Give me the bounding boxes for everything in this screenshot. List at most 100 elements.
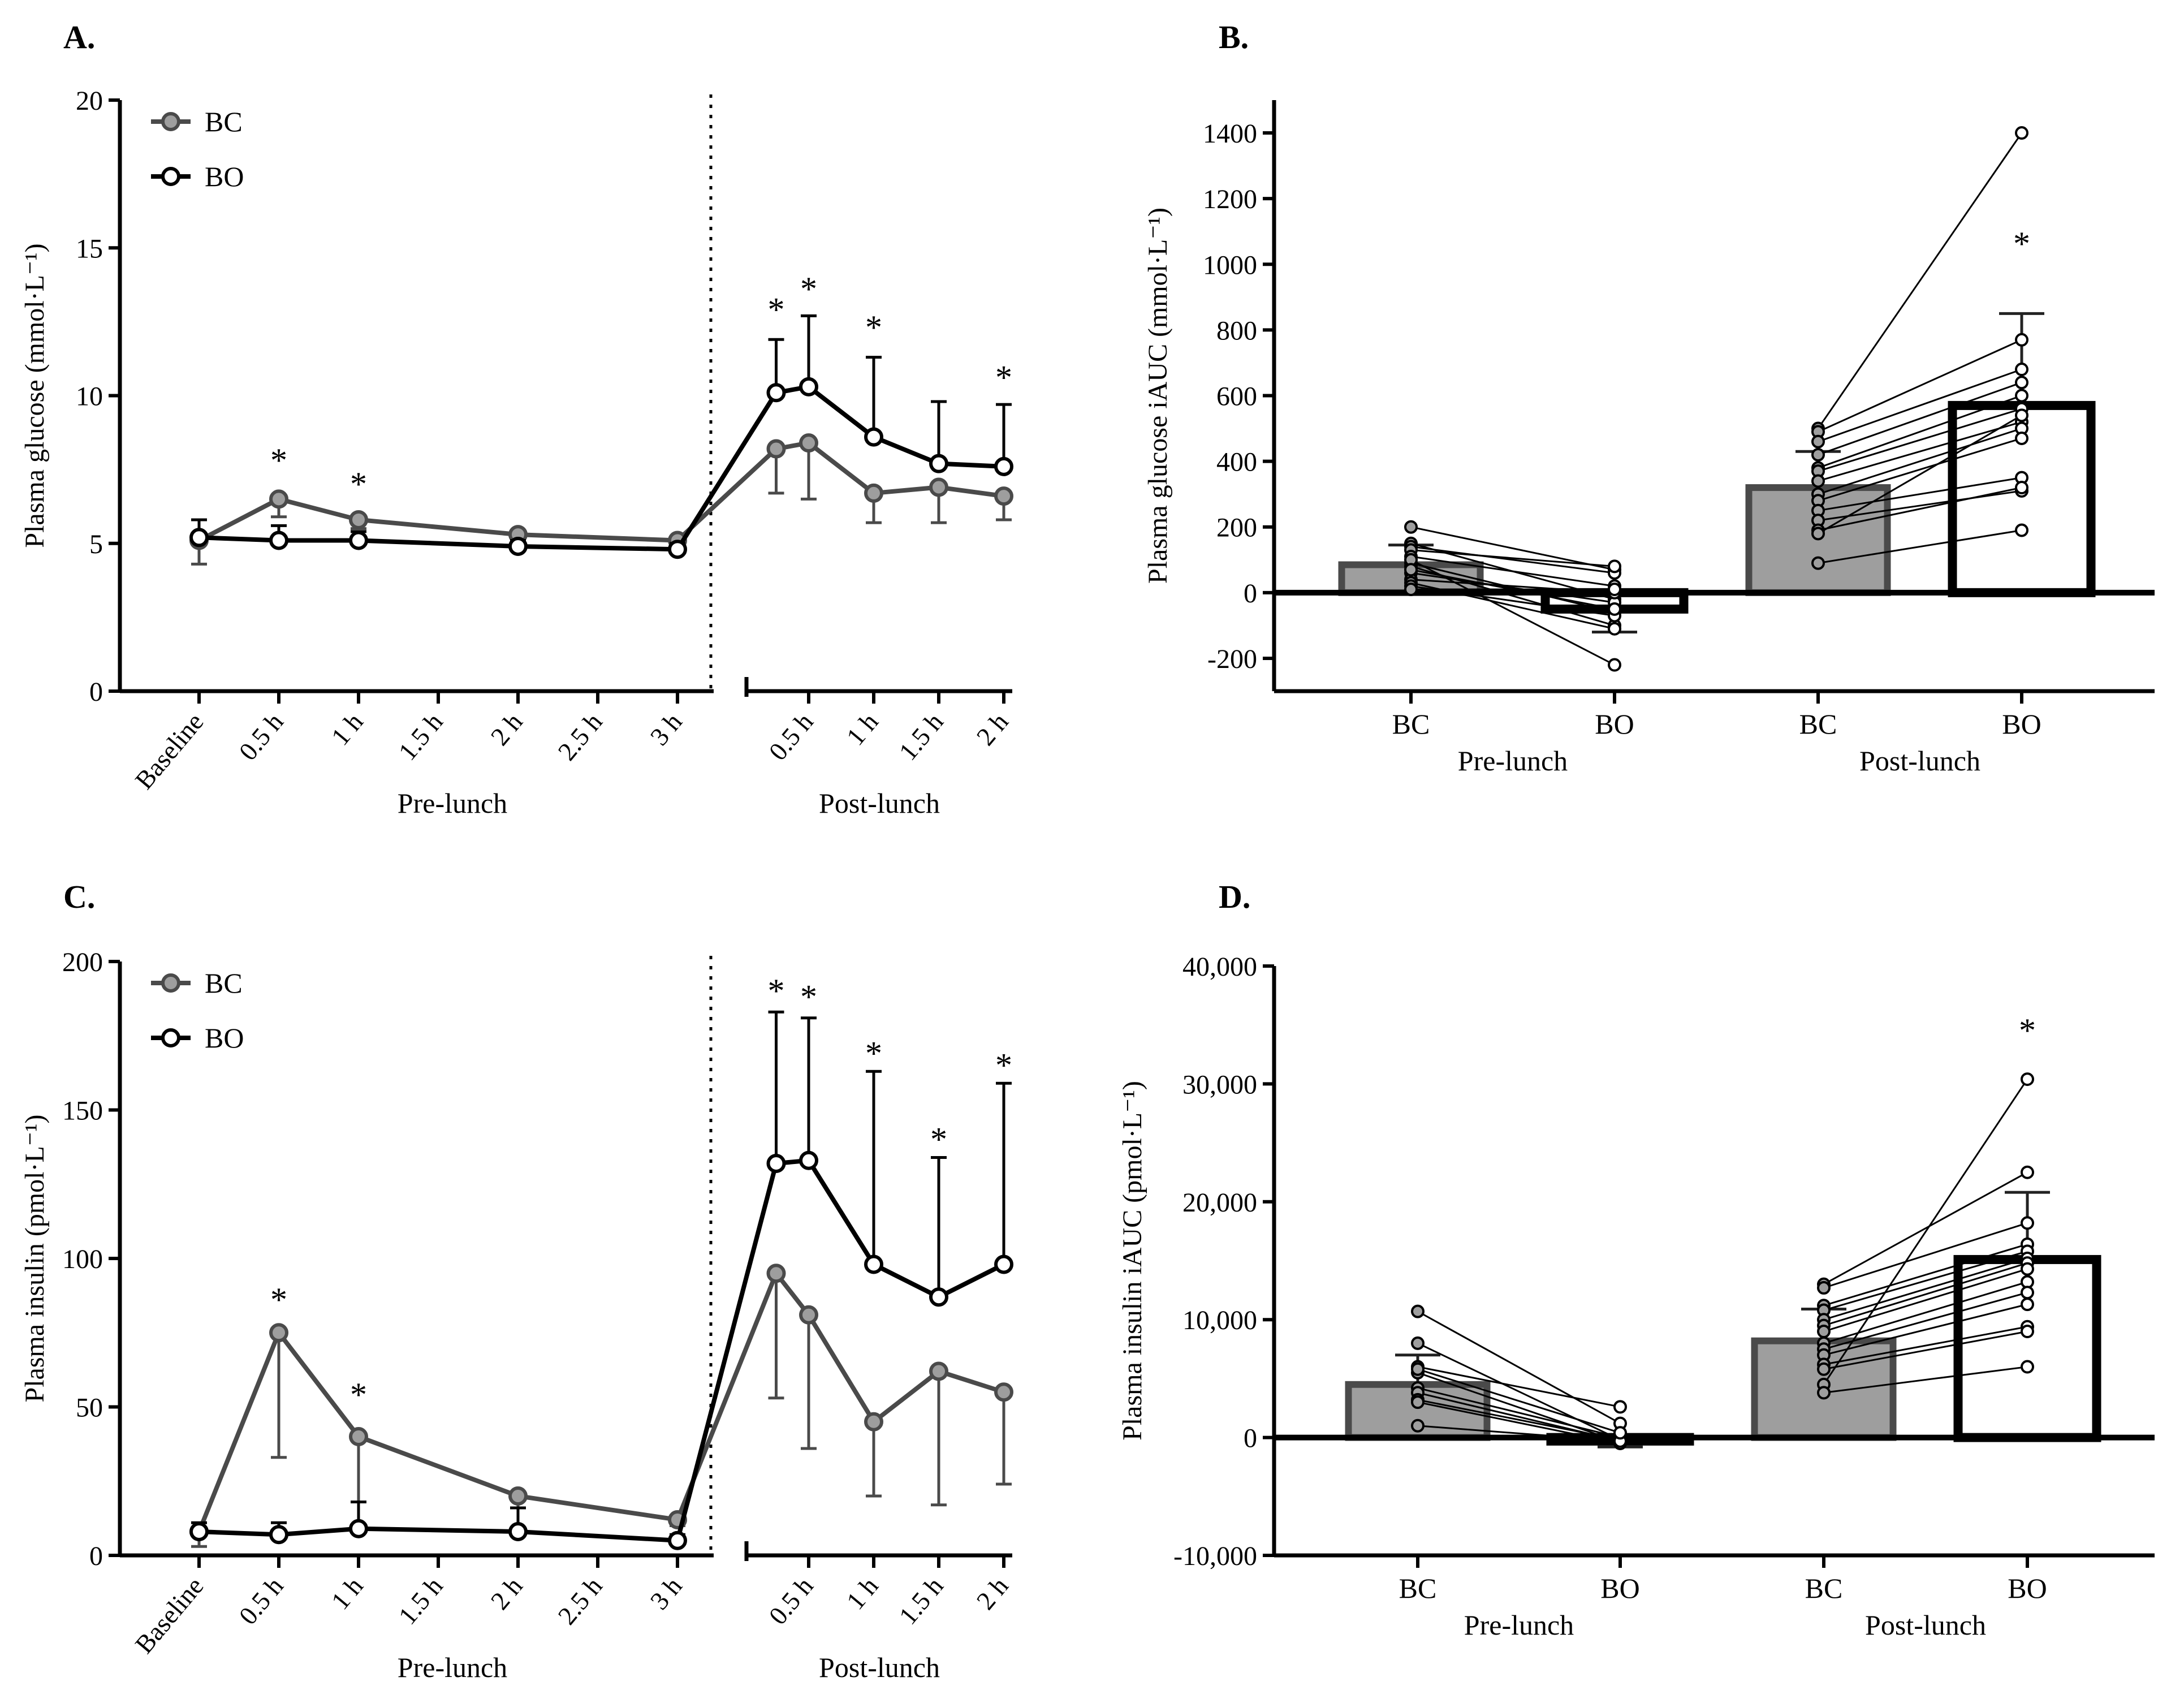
individual-line bbox=[1818, 490, 2022, 521]
individual-point-bc bbox=[1404, 563, 1418, 577]
data-point-bc bbox=[864, 483, 883, 503]
significance-star: * bbox=[800, 978, 817, 1016]
individual-point-bo bbox=[2021, 1360, 2034, 1374]
individual-line bbox=[1410, 579, 1615, 594]
data-point-bc bbox=[929, 477, 948, 497]
individual-line bbox=[1417, 1368, 1621, 1434]
x-tick-label: 2 h bbox=[485, 708, 528, 751]
data-point-bo bbox=[864, 427, 883, 447]
y-tick-label: -200 bbox=[1207, 644, 1257, 674]
individual-line bbox=[1417, 1401, 1621, 1445]
data-point-bc bbox=[864, 1412, 883, 1432]
data-point-bc bbox=[799, 1305, 818, 1325]
y-tick-label: 5 bbox=[89, 529, 103, 559]
data-point-bc bbox=[269, 489, 288, 509]
y-tick-label: 0 bbox=[1244, 579, 1257, 609]
legend-marker-bc bbox=[161, 112, 180, 131]
x-tick-label: 2 h bbox=[971, 708, 1014, 751]
individual-line bbox=[1417, 1387, 1621, 1439]
individual-line bbox=[1823, 1257, 2028, 1321]
individual-line bbox=[1818, 486, 2022, 531]
x-group-label: Post-lunch bbox=[1859, 745, 1980, 777]
x-tick-label: 2 h bbox=[971, 1572, 1014, 1615]
legend-marker-bo bbox=[161, 167, 180, 186]
legend-label-bo: BO bbox=[205, 1022, 244, 1054]
individual-line bbox=[1417, 1342, 1621, 1441]
individual-point-bc bbox=[1811, 527, 1825, 541]
data-point-bo bbox=[929, 454, 948, 473]
individual-point-bo bbox=[1608, 559, 1621, 574]
significance-star: * bbox=[768, 972, 785, 1010]
data-point-bo bbox=[929, 1287, 948, 1307]
individual-point-bc bbox=[1811, 448, 1825, 462]
individual-line bbox=[1818, 408, 2022, 472]
significance-star: * bbox=[995, 359, 1012, 396]
data-point-bo bbox=[766, 1154, 786, 1173]
x-group-label: Pre-lunch bbox=[1464, 1609, 1574, 1641]
glucose-timecourse-chart: 0 5 10 15 20 Plasma glucose (mmol·L⁻¹) Baselin… bbox=[20, 86, 1014, 819]
y-tick-label: 1400 bbox=[1203, 119, 1257, 149]
x-tick-label: 1.5 h bbox=[392, 708, 448, 766]
panel-letter-d: D. bbox=[1219, 878, 1250, 915]
significance-star: * bbox=[2013, 225, 2030, 262]
series-line-bc bbox=[197, 1269, 1005, 1533]
individual-point-bc bbox=[1817, 1325, 1831, 1339]
x-tick-label: 1 h bbox=[326, 1572, 369, 1615]
individual-line bbox=[1417, 1366, 1621, 1408]
y-tick-label: 200 bbox=[1216, 513, 1257, 543]
x-tick-label: Baseline bbox=[130, 1572, 209, 1659]
data-point-bc bbox=[349, 1427, 368, 1446]
x-tick-label: BC bbox=[1392, 708, 1430, 740]
individual-point-bc bbox=[1811, 434, 1825, 449]
individual-line bbox=[1818, 395, 2022, 469]
x-group-label: Post-lunch bbox=[1865, 1609, 1986, 1641]
x-tick-label: 2.5 h bbox=[552, 1572, 607, 1630]
significance-star: * bbox=[995, 1046, 1012, 1084]
data-point-bo bbox=[349, 1519, 368, 1538]
individual-point-bo bbox=[2021, 1286, 2034, 1300]
data-point-bc bbox=[799, 433, 818, 453]
y-tick-label: 150 bbox=[62, 1096, 103, 1126]
y-tick-label: 100 bbox=[62, 1244, 103, 1274]
series-line-bc bbox=[198, 440, 1004, 543]
individual-line bbox=[1818, 477, 2022, 512]
x-tick-label: 1 h bbox=[326, 708, 369, 751]
y-tick-label: 800 bbox=[1216, 316, 1257, 346]
individual-point-bo bbox=[1608, 622, 1621, 636]
y-axis-label: Plasma insulin iAUC (pmol·L⁻¹) bbox=[1117, 1081, 1147, 1441]
data-point-bc bbox=[929, 1361, 948, 1381]
individual-point-bo bbox=[1608, 602, 1621, 616]
x-tick-label: BC bbox=[1805, 1572, 1843, 1604]
individual-line bbox=[1823, 1250, 2028, 1311]
data-point-bc bbox=[508, 1486, 528, 1506]
individual-line bbox=[1823, 1326, 2028, 1365]
individual-point-bc bbox=[1411, 1362, 1425, 1376]
y-tick-label: 1200 bbox=[1203, 184, 1257, 214]
individual-point-bo bbox=[2015, 431, 2028, 445]
individual-line bbox=[1417, 1425, 1621, 1442]
individual-point-bo bbox=[1608, 583, 1621, 597]
individual-point-bo bbox=[2021, 1297, 2034, 1312]
individual-line bbox=[1410, 585, 1615, 616]
individual-point-bo bbox=[2015, 408, 2028, 423]
data-point-bo bbox=[799, 377, 818, 396]
data-point-bo bbox=[508, 536, 528, 556]
individual-line bbox=[1818, 428, 2022, 495]
individual-line bbox=[1417, 1372, 1621, 1443]
legend-marker-bo bbox=[161, 1028, 180, 1047]
individual-line bbox=[1410, 568, 1615, 610]
x-tick-label: 0.5 h bbox=[763, 1572, 818, 1630]
x-group-label-post: Post-lunch bbox=[819, 1652, 940, 1683]
individual-point-bo bbox=[2021, 1325, 2034, 1339]
individual-point-bo bbox=[2015, 363, 2028, 377]
x-tick-label: BO bbox=[1600, 1572, 1639, 1604]
data-point-bo bbox=[269, 531, 288, 550]
individual-point-bo bbox=[2015, 523, 2028, 537]
individual-line bbox=[1823, 1079, 2028, 1385]
x-group-label-post: Post-lunch bbox=[819, 787, 940, 819]
y-axis-label: Plasma glucose (mmol·L⁻¹) bbox=[20, 243, 50, 547]
x-tick-label: BO bbox=[2008, 1572, 2047, 1604]
panel-letter-a: A. bbox=[63, 19, 95, 55]
series-line-bo bbox=[198, 384, 1004, 552]
individual-point-bc bbox=[1411, 1336, 1425, 1350]
